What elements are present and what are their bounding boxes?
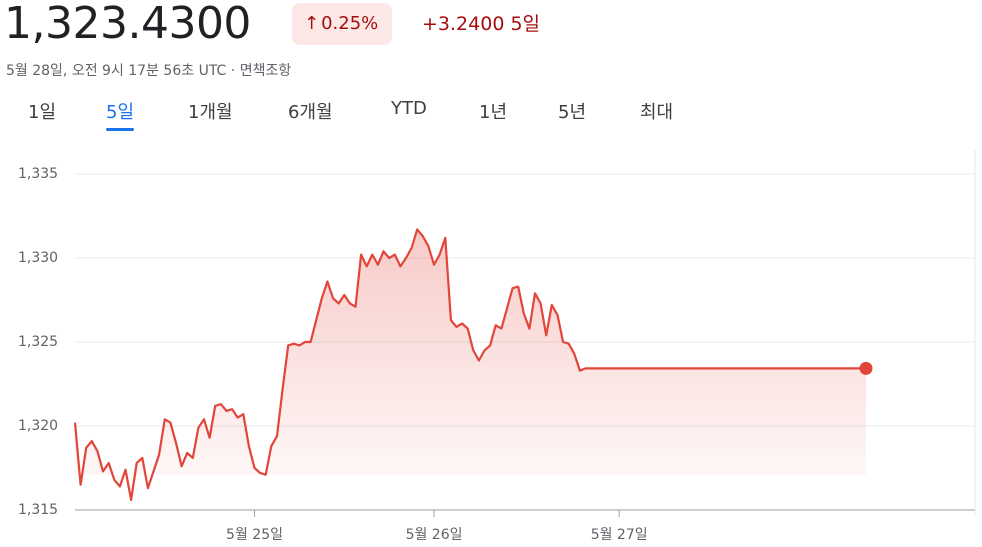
area xyxy=(75,229,866,500)
y-tick-label: 1,330 xyxy=(18,250,58,266)
last-point xyxy=(859,361,873,375)
change-value: +3.2400 xyxy=(422,13,505,35)
range-tab[interactable]: 5년 xyxy=(558,102,587,123)
range-tab[interactable]: YTD xyxy=(391,98,427,119)
up-arrow: ↑ xyxy=(304,13,320,34)
price: 1,323.4300 xyxy=(4,0,251,49)
y-tick-label: 1,315 xyxy=(18,502,58,518)
y-tick-label: 1,335 xyxy=(18,166,58,182)
range-tab[interactable]: 1년 xyxy=(479,102,508,123)
y-tick-label: 1,325 xyxy=(18,334,58,350)
price-line xyxy=(73,228,866,501)
range-tab[interactable]: 1개월 xyxy=(188,102,233,123)
range-tab[interactable]: 1일 xyxy=(28,102,57,123)
change-badge: ↑ 0.25% xyxy=(292,3,393,45)
disclaimer[interactable]: 면책조항 xyxy=(239,63,292,79)
y-tick-label: 1,320 xyxy=(18,418,58,434)
change: +3.2400 5일 xyxy=(422,9,540,36)
range-tab[interactable]: 최대 xyxy=(640,102,674,123)
change-percent: 0.25% xyxy=(321,13,379,34)
timestamp-line: 5월 28일, 오전 9시 17분 56초 UTC · 면책조항 xyxy=(6,63,292,79)
x-tick-label: 5월 27일 xyxy=(591,527,648,543)
timestamp: 5월 28일, 오전 9시 17분 56초 UTC xyxy=(6,63,227,79)
range-tab[interactable]: 6개월 xyxy=(288,102,333,123)
range-tab[interactable]: 5일 xyxy=(106,98,135,131)
x-tick-label: 5월 25일 xyxy=(226,527,283,543)
period: 5일 xyxy=(510,13,541,35)
x-tick-label: 5월 26일 xyxy=(406,527,463,543)
